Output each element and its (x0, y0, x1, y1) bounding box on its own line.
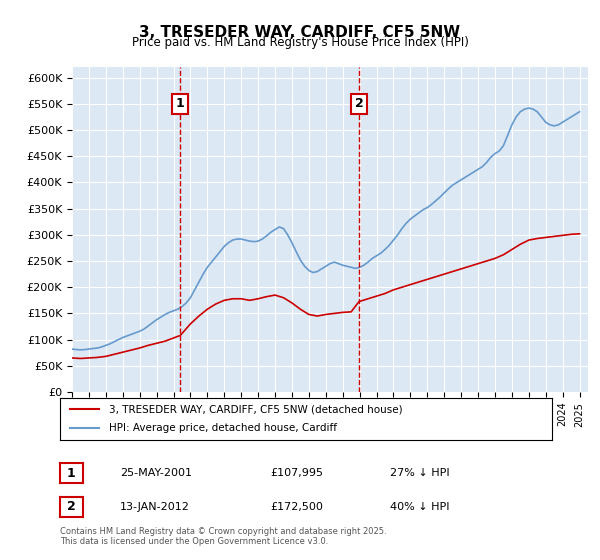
Text: 1: 1 (176, 97, 185, 110)
Text: Price paid vs. HM Land Registry's House Price Index (HPI): Price paid vs. HM Land Registry's House … (131, 36, 469, 49)
Text: Contains HM Land Registry data © Crown copyright and database right 2025.
This d: Contains HM Land Registry data © Crown c… (60, 526, 386, 546)
Text: 3, TRESEDER WAY, CARDIFF, CF5 5NW: 3, TRESEDER WAY, CARDIFF, CF5 5NW (139, 25, 461, 40)
Text: 1: 1 (67, 466, 76, 480)
Text: 27% ↓ HPI: 27% ↓ HPI (390, 468, 449, 478)
Text: £107,995: £107,995 (270, 468, 323, 478)
Text: 25-MAY-2001: 25-MAY-2001 (120, 468, 192, 478)
Text: £172,500: £172,500 (270, 502, 323, 512)
Text: 40% ↓ HPI: 40% ↓ HPI (390, 502, 449, 512)
Text: 13-JAN-2012: 13-JAN-2012 (120, 502, 190, 512)
Text: 2: 2 (355, 97, 364, 110)
Text: 3, TRESEDER WAY, CARDIFF, CF5 5NW (detached house): 3, TRESEDER WAY, CARDIFF, CF5 5NW (detac… (109, 404, 403, 414)
Text: 2: 2 (67, 500, 76, 514)
Text: HPI: Average price, detached house, Cardiff: HPI: Average price, detached house, Card… (109, 423, 337, 433)
